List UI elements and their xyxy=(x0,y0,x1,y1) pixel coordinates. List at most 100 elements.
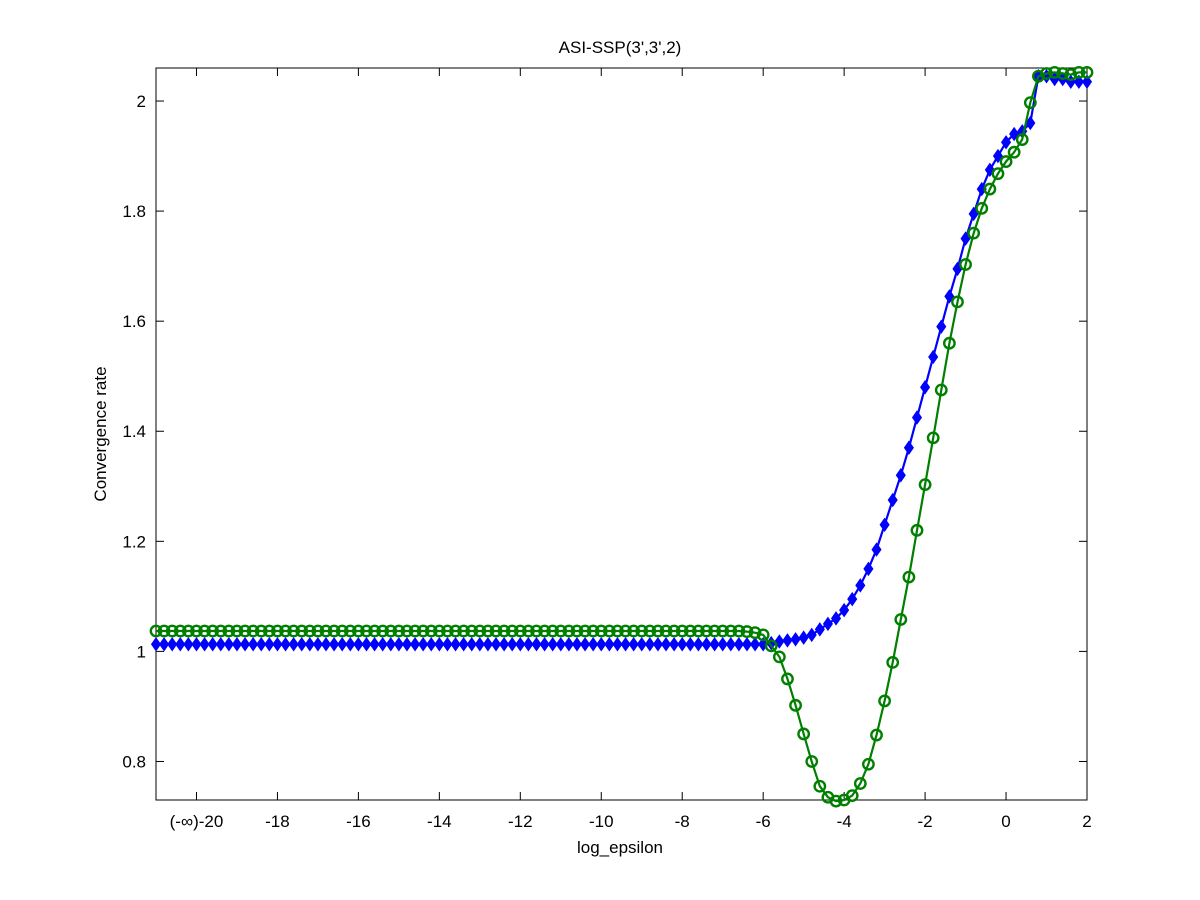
data-point-circle xyxy=(700,624,713,638)
x-tick-label: -14 xyxy=(427,812,452,831)
data-point-diamond xyxy=(758,637,769,652)
data-point-diamond xyxy=(515,637,526,652)
data-point-diamond xyxy=(863,561,874,577)
data-point-diamond xyxy=(814,622,825,637)
data-point-circle xyxy=(165,624,179,638)
data-point-diamond xyxy=(685,637,696,652)
data-point-diamond xyxy=(782,633,793,648)
data-point-circle xyxy=(732,624,746,638)
data-point-diamond xyxy=(272,637,283,652)
data-point-diamond xyxy=(434,637,445,652)
data-point-circle xyxy=(1072,66,1086,79)
data-point-circle xyxy=(934,383,948,397)
data-point-circle xyxy=(173,624,187,638)
data-point-diamond xyxy=(539,637,550,652)
data-point-circle xyxy=(886,656,900,669)
data-point-circle xyxy=(667,624,681,638)
data-point-diamond xyxy=(426,637,437,652)
data-point-diamond xyxy=(936,319,947,334)
data-point-diamond xyxy=(401,637,413,652)
data-point-circle xyxy=(1080,66,1094,79)
data-point-diamond xyxy=(596,637,607,652)
data-point-circle xyxy=(853,777,867,790)
data-point-diamond xyxy=(733,637,744,652)
data-point-circle xyxy=(870,728,883,742)
data-point-circle xyxy=(190,624,203,638)
data-point-circle xyxy=(1064,68,1078,82)
y-tick-label: 1 xyxy=(137,642,146,661)
data-point-diamond xyxy=(239,637,251,652)
data-point-circle xyxy=(424,624,438,638)
data-point-diamond xyxy=(150,637,162,652)
data-point-circle xyxy=(659,624,673,638)
x-tick-label: 0 xyxy=(1001,812,1010,831)
data-point-diamond xyxy=(1081,74,1093,89)
x-tick-label: -2 xyxy=(918,812,933,831)
data-point-circle xyxy=(262,624,276,638)
data-point-circle xyxy=(845,789,859,802)
data-point-circle xyxy=(675,624,689,638)
data-point-diamond xyxy=(701,637,712,652)
data-point-diamond xyxy=(499,637,510,652)
data-point-circle xyxy=(1048,66,1062,79)
data-point-circle xyxy=(578,624,592,638)
data-point-circle xyxy=(708,624,721,638)
data-point-circle xyxy=(481,624,495,638)
data-point-circle xyxy=(157,624,171,638)
data-point-circle xyxy=(287,624,301,638)
data-point-circle xyxy=(813,779,827,793)
x-axis-label: log_epsilon xyxy=(577,838,663,857)
data-point-circle xyxy=(1007,145,1021,159)
data-point-circle xyxy=(368,624,381,638)
data-point-diamond xyxy=(248,637,259,652)
data-point-diamond xyxy=(199,637,210,652)
data-point-circle xyxy=(303,624,317,638)
data-point-circle xyxy=(983,182,997,196)
data-point-diamond xyxy=(329,637,340,652)
data-point-diamond xyxy=(725,637,736,652)
data-point-diamond xyxy=(895,468,906,483)
data-point-circle xyxy=(902,570,916,584)
data-point-diamond xyxy=(223,637,234,652)
data-point-diamond xyxy=(790,632,801,647)
data-point-circle xyxy=(489,624,503,638)
data-point-diamond xyxy=(750,637,761,652)
data-point-circle xyxy=(538,624,551,638)
data-point-diamond xyxy=(466,637,477,652)
data-point-diamond xyxy=(669,637,680,652)
data-point-diamond xyxy=(320,637,332,652)
data-point-circle xyxy=(878,694,892,708)
data-point-diamond xyxy=(855,578,866,593)
data-point-circle xyxy=(716,624,730,638)
data-point-circle xyxy=(602,624,616,638)
data-point-circle xyxy=(311,624,325,638)
series-layer xyxy=(149,66,1094,808)
data-point-circle xyxy=(562,624,576,638)
data-point-diamond xyxy=(547,637,558,652)
data-point-diamond xyxy=(580,637,591,652)
data-point-diamond xyxy=(839,602,850,618)
data-point-circle xyxy=(222,624,236,638)
y-tick-label: 0.8 xyxy=(122,752,146,771)
data-point-diamond xyxy=(677,637,688,652)
x-tick-label: -6 xyxy=(756,812,771,831)
data-point-diamond xyxy=(830,611,842,626)
data-point-circle xyxy=(505,624,519,638)
data-point-circle xyxy=(772,650,786,664)
data-point-circle xyxy=(651,624,665,638)
data-point-circle xyxy=(400,624,414,638)
data-point-circle xyxy=(1015,133,1029,146)
data-point-circle xyxy=(271,624,284,638)
data-point-circle xyxy=(1023,96,1037,110)
data-point-diamond xyxy=(369,637,380,652)
data-point-diamond xyxy=(353,637,364,652)
data-point-diamond xyxy=(660,637,672,652)
x-tick-label: -10 xyxy=(589,812,614,831)
data-point-circle xyxy=(683,624,697,638)
data-point-circle xyxy=(959,258,972,271)
data-point-diamond xyxy=(806,627,817,643)
data-point-diamond xyxy=(256,637,267,652)
data-point-circle xyxy=(295,624,309,638)
data-point-diamond xyxy=(628,637,639,652)
